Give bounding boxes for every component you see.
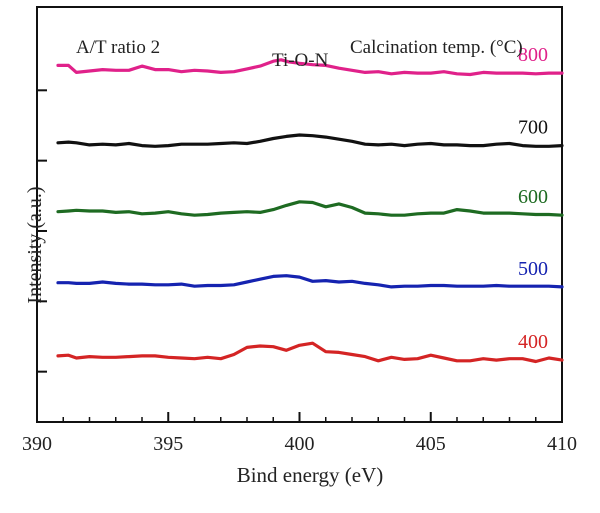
x-tick-label: 410 [547, 433, 577, 455]
series-line-800 [56, 58, 564, 77]
y-axis-label: Intensity (a.u.) [24, 186, 46, 303]
series-line-600 [56, 200, 564, 217]
series-label-700: 700 [518, 117, 548, 139]
legend-title: Calcination temp. (°C) [350, 37, 523, 58]
series-labels: 800 700 600 500 400 [518, 44, 548, 353]
y-ticks [37, 89, 47, 373]
series-label-500: 500 [518, 258, 548, 280]
series-label-600: 600 [518, 186, 548, 208]
x-tick-label: 395 [153, 433, 183, 455]
series-lines [56, 58, 564, 364]
series-line-400 [56, 341, 564, 364]
series-label-400: 400 [518, 331, 548, 353]
x-axis-label: Bind energy (eV) [237, 463, 384, 487]
series-line-500 [56, 274, 564, 289]
series-label-800: 800 [518, 44, 548, 66]
x-tick-label: 390 [22, 433, 52, 455]
x-tick-label: 400 [285, 433, 315, 455]
x-ticks: 390 395 400 405 410 [22, 412, 577, 455]
ratio-annotation: A/T ratio 2 [76, 37, 160, 58]
x-tick-label: 405 [416, 433, 446, 455]
series-line-700 [56, 133, 564, 148]
peak-annotation: Ti-O-N [272, 50, 329, 71]
